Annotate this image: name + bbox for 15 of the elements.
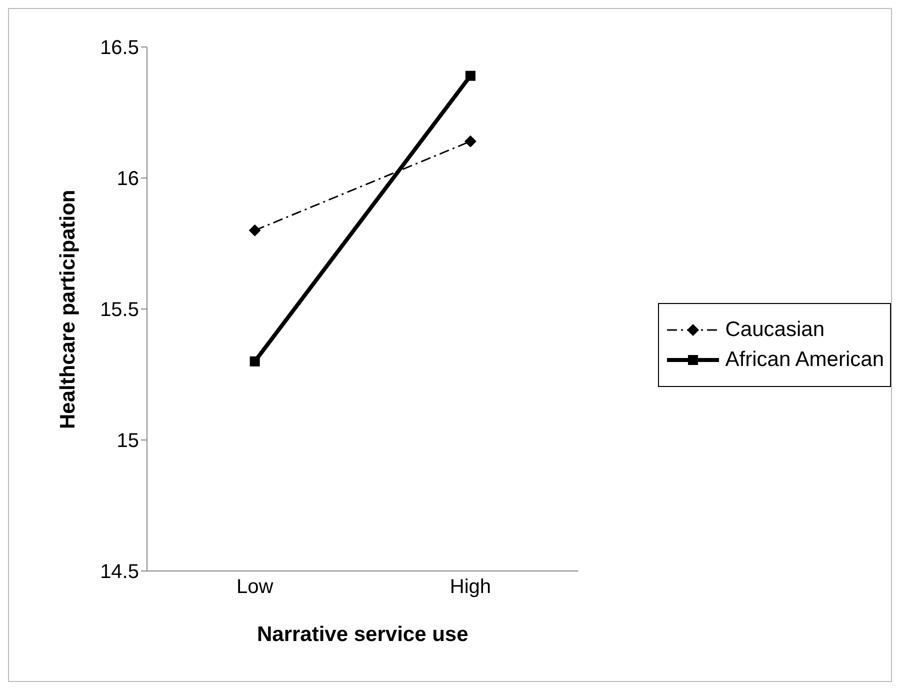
- legend-label: African American: [725, 348, 884, 372]
- y-tick-label: 14.5: [100, 561, 139, 584]
- y-axis-title: Healthcare participation: [56, 190, 80, 429]
- x-tick-label: High: [450, 576, 492, 598]
- point: [464, 135, 476, 148]
- point: [465, 70, 476, 81]
- x-tick-label: Low: [236, 576, 274, 598]
- legend-label: Caucasian: [725, 318, 824, 342]
- point: [248, 224, 261, 236]
- y-tick-label: 15.5: [100, 299, 139, 322]
- y-tick-label: 16: [116, 168, 139, 190]
- y-tick-label: 15: [116, 430, 139, 452]
- y-tick-label: 16.5: [100, 37, 139, 60]
- x-axis-title: Narrative service use: [256, 623, 468, 646]
- point: [250, 356, 260, 366]
